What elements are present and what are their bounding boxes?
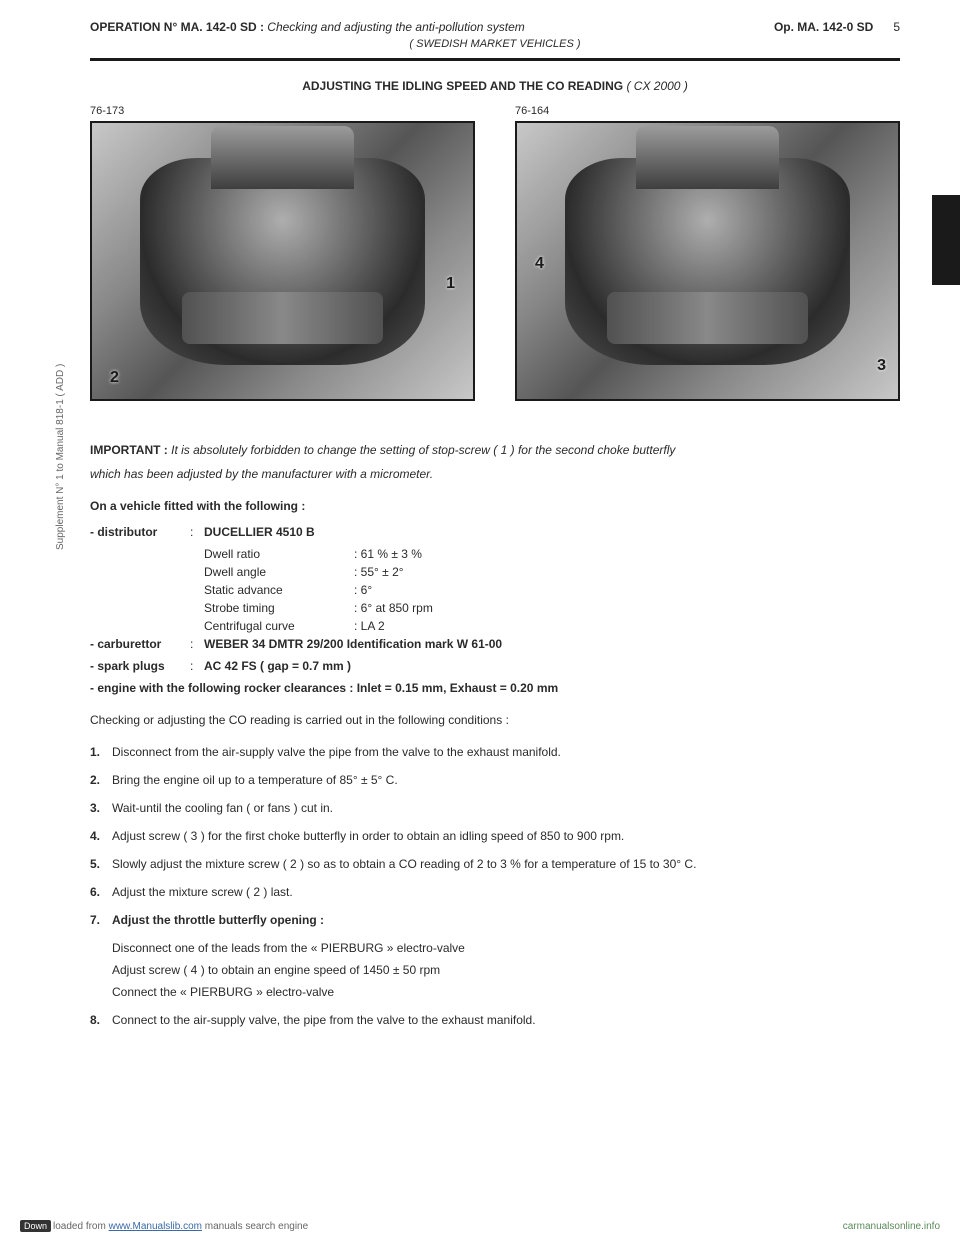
footer-link[interactable]: www.Manualslib.com — [109, 1221, 202, 1232]
step-body: Disconnect from the air-supply valve the… — [112, 743, 900, 761]
step-3: 3. Wait-until the cooling fan ( or fans … — [90, 799, 900, 817]
section-title: ADJUSTING THE IDLING SPEED AND THE CO RE… — [90, 79, 900, 93]
step-7-sub1: Disconnect one of the leads from the « P… — [112, 939, 900, 957]
page-number: 5 — [893, 20, 900, 34]
step-7-sub2: Adjust screw ( 4 ) to obtain an engine s… — [112, 961, 900, 979]
step-body: Connect to the air-supply valve, the pip… — [112, 1011, 900, 1029]
spec-spark-plugs-value: AC 42 FS ( gap = 0.7 mm ) — [204, 659, 351, 673]
step-num: 4. — [90, 827, 112, 845]
step-2: 2. Bring the engine oil up to a temperat… — [90, 771, 900, 789]
spec-k: Strobe timing — [204, 599, 354, 617]
figure-left-box: 1 2 — [90, 121, 475, 401]
body-text: IMPORTANT : It is absolutely forbidden t… — [90, 441, 900, 1029]
important-block: IMPORTANT : It is absolutely forbidden t… — [90, 441, 900, 459]
step-num: 6. — [90, 883, 112, 901]
spec-distributor: - distributor : DUCELLIER 4510 B — [90, 523, 900, 541]
spec-static-advance: Static advance : 6° — [204, 581, 900, 599]
footer-left-tail: manuals search engine — [205, 1221, 308, 1232]
spec-k: Dwell angle — [204, 563, 354, 581]
header-rule — [90, 58, 900, 61]
important-text1: It is absolutely forbidden to change the… — [171, 443, 675, 457]
spec-spark-plugs: - spark plugs : AC 42 FS ( gap = 0.7 mm … — [90, 657, 900, 675]
callout-4: 4 — [535, 255, 544, 273]
step-1: 1. Disconnect from the air-supply valve … — [90, 743, 900, 761]
spec-carburettor-label: - carburettor — [90, 635, 190, 653]
spec-k: Static advance — [204, 581, 354, 599]
spec-carburettor-value: WEBER 34 DMTR 29/200 Identification mark… — [204, 637, 502, 651]
figure-right-box: 4 3 — [515, 121, 900, 401]
callout-3: 3 — [877, 357, 886, 375]
figure-left: 76-173 1 2 — [90, 105, 475, 401]
callout-2: 2 — [110, 369, 119, 387]
side-marker — [932, 195, 960, 285]
step-7-sub3: Connect the « PIERBURG » electro-valve — [112, 983, 900, 1001]
spec-carburettor: - carburettor : WEBER 34 DMTR 29/200 Ide… — [90, 635, 900, 653]
step-7-title: Adjust the throttle butterfly opening : — [112, 913, 324, 927]
step-body: Adjust screw ( 3 ) for the first choke b… — [112, 827, 900, 845]
step-num: 5. — [90, 855, 112, 873]
step-body: Bring the engine oil up to a temperature… — [112, 771, 900, 789]
figure-right: 76-164 4 3 — [515, 105, 900, 401]
spec-sep: : — [190, 523, 204, 541]
footer-left: Downloaded from www.Manualslib.com manua… — [20, 1221, 308, 1232]
spec-sep: : — [190, 657, 204, 675]
spec-k: Dwell ratio — [204, 545, 354, 563]
step-num: 2. — [90, 771, 112, 789]
step-body: Adjust the mixture screw ( 2 ) last. — [112, 883, 900, 901]
step-4: 4. Adjust screw ( 3 ) for the first chok… — [90, 827, 900, 845]
footer-left-text: loaded from — [53, 1221, 106, 1232]
spec-distributor-label: - distributor — [90, 523, 190, 541]
figure-right-num: 76-164 — [515, 105, 900, 117]
header-left: OPERATION N° MA. 142-0 SD : Checking and… — [90, 20, 525, 34]
step-5: 5. Slowly adjust the mixture screw ( 2 )… — [90, 855, 900, 873]
spec-dwell-ratio: Dwell ratio : 61 % ± 3 % — [204, 545, 900, 563]
carburetor-illustration-right — [565, 158, 851, 365]
step-body: Slowly adjust the mixture screw ( 2 ) so… — [112, 855, 900, 873]
step-num: 3. — [90, 799, 112, 817]
figures-row: 76-173 1 2 76-164 4 3 — [90, 105, 900, 401]
step-7: 7. Adjust the throttle butterfly opening… — [90, 911, 900, 929]
footer: Downloaded from www.Manualslib.com manua… — [0, 1221, 960, 1232]
important-label: IMPORTANT : — [90, 443, 168, 457]
download-badge: Down — [20, 1220, 51, 1232]
op-right-label: Op. MA. 142-0 SD — [774, 20, 873, 34]
spec-engine-value: - engine with the following rocker clear… — [90, 681, 558, 695]
operation-label: OPERATION N° — [90, 20, 177, 34]
spec-v: : 61 % ± 3 % — [354, 545, 900, 563]
important-text2: which has been adjusted by the manufactu… — [90, 465, 900, 483]
spec-k: Centrifugal curve — [204, 617, 354, 635]
step-8: 8. Connect to the air-supply valve, the … — [90, 1011, 900, 1029]
section-title-main: ADJUSTING THE IDLING SPEED AND THE CO RE… — [302, 79, 623, 93]
vehicle-line: On a vehicle fitted with the following : — [90, 497, 900, 515]
section-title-note: ( CX 2000 ) — [626, 79, 687, 93]
callout-1: 1 — [446, 275, 455, 293]
step-num: 8. — [90, 1011, 112, 1029]
spec-dwell-angle: Dwell angle : 55° ± 2° — [204, 563, 900, 581]
spec-engine: - engine with the following rocker clear… — [90, 679, 900, 697]
spec-spark-plugs-label: - spark plugs — [90, 657, 190, 675]
figure-left-num: 76-173 — [90, 105, 475, 117]
header-row: OPERATION N° MA. 142-0 SD : Checking and… — [90, 20, 900, 34]
header-right: Op. MA. 142-0 SD 5 — [774, 20, 900, 34]
footer-right: carmanualsonline.info — [843, 1221, 940, 1232]
sidebar-supplement-text: Supplement N° 1 to Manual 818-1 ( ADD ) — [55, 364, 66, 550]
spec-v: : 6° — [354, 581, 900, 599]
step-6: 6. Adjust the mixture screw ( 2 ) last. — [90, 883, 900, 901]
spec-sep: : — [190, 635, 204, 653]
intro-para: Checking or adjusting the CO reading is … — [90, 711, 900, 729]
spec-v: : 55° ± 2° — [354, 563, 900, 581]
step-body: Wait-until the cooling fan ( or fans ) c… — [112, 799, 900, 817]
spec-distributor-value: DUCELLIER 4510 B — [204, 525, 315, 539]
spec-v: : 6° at 850 rpm — [354, 599, 900, 617]
spec-centrifugal-curve: Centrifugal curve : LA 2 — [204, 617, 900, 635]
page-content: OPERATION N° MA. 142-0 SD : Checking and… — [0, 0, 960, 1079]
carburetor-illustration-left — [140, 158, 426, 365]
step-num: 1. — [90, 743, 112, 761]
spec-v: : LA 2 — [354, 617, 900, 635]
spec-strobe-timing: Strobe timing : 6° at 850 rpm — [204, 599, 900, 617]
operation-desc: Checking and adjusting the anti-pollutio… — [267, 20, 524, 34]
operation-code: MA. 142-0 SD : — [181, 20, 264, 34]
header-subtitle: ( SWEDISH MARKET VEHICLES ) — [90, 38, 900, 50]
step-num: 7. — [90, 911, 112, 929]
